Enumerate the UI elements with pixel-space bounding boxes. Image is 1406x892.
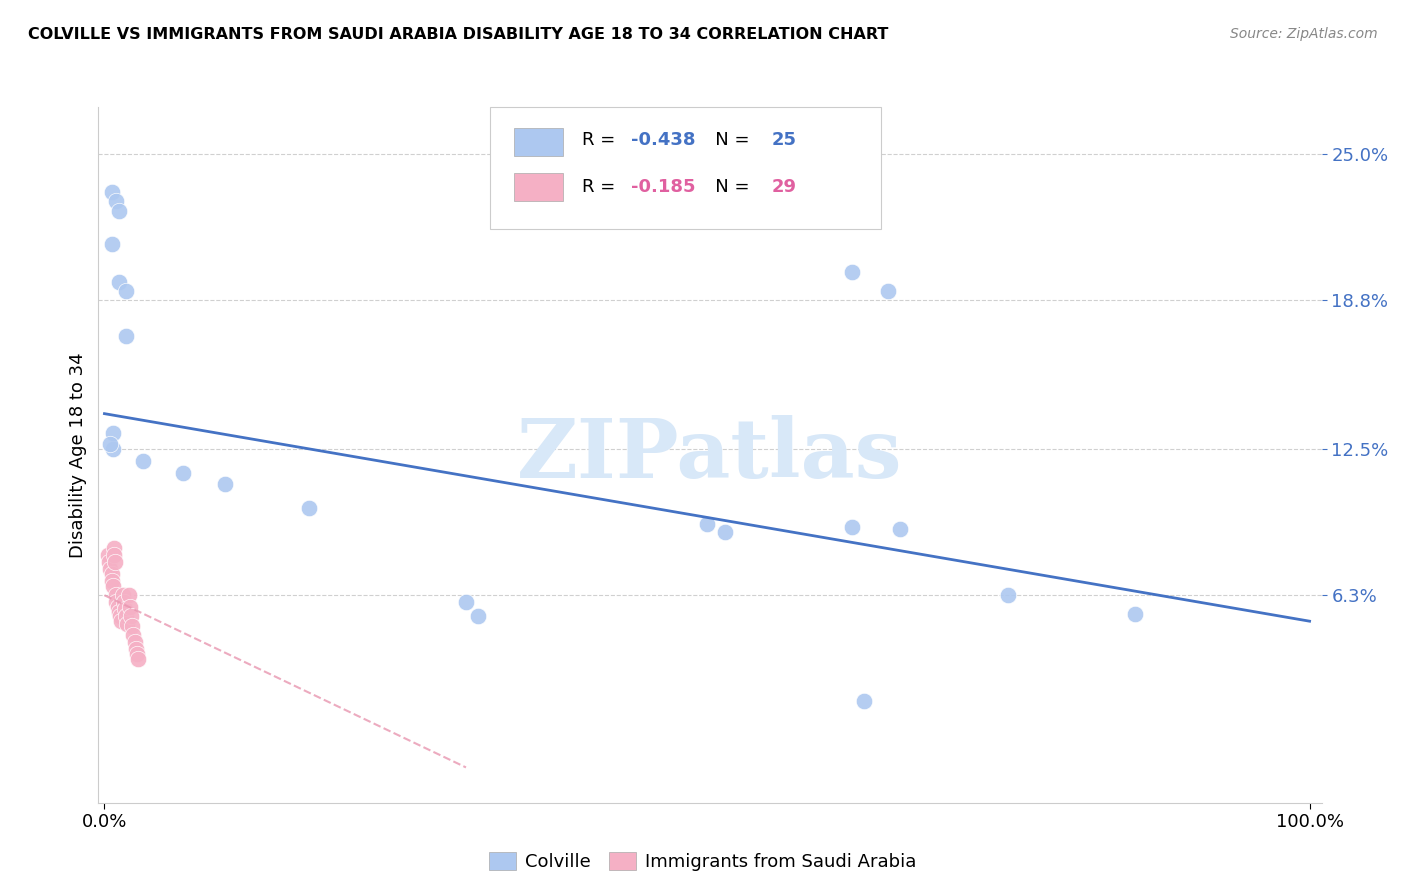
Point: [111, 588, 134, 602]
Point: [101, 442, 124, 456]
Text: R =: R =: [582, 178, 620, 196]
Point: [107, 600, 129, 615]
Point: [108, 203, 131, 218]
Point: [105, 595, 128, 609]
Point: [120, 609, 142, 624]
Point: [100, 437, 122, 451]
Point: [110, 614, 132, 628]
Text: -0.438: -0.438: [630, 131, 695, 150]
Y-axis label: Disability Age 18 to 34: Disability Age 18 to 34: [69, 352, 87, 558]
Point: [115, 284, 138, 298]
FancyBboxPatch shape: [515, 173, 564, 201]
Point: [101, 425, 124, 440]
Point: [108, 605, 131, 619]
Point: [101, 579, 124, 593]
Point: [124, 635, 146, 649]
Text: COLVILLE VS IMMIGRANTS FROM SAUDI ARABIA DISABILITY AGE 18 TO 34 CORRELATION CHA: COLVILLE VS IMMIGRANTS FROM SAUDI ARABIA…: [28, 27, 889, 42]
Point: [115, 609, 138, 624]
Point: [841, 265, 863, 279]
Point: [103, 548, 125, 562]
Point: [714, 524, 737, 539]
Point: [889, 522, 911, 536]
Point: [105, 194, 128, 209]
Point: [108, 609, 131, 624]
Point: [852, 694, 875, 708]
Point: [298, 500, 321, 515]
Point: [125, 642, 148, 657]
Point: [117, 616, 139, 631]
Point: [105, 588, 128, 602]
Point: [112, 595, 135, 609]
Point: [122, 628, 145, 642]
Point: [100, 185, 122, 199]
FancyBboxPatch shape: [489, 107, 882, 229]
Point: [103, 541, 125, 555]
Point: [997, 588, 1019, 602]
Point: [117, 588, 139, 602]
Legend: Colville, Immigrants from Saudi Arabia: Colville, Immigrants from Saudi Arabia: [482, 846, 924, 879]
FancyBboxPatch shape: [515, 128, 564, 156]
Point: [467, 609, 489, 624]
Point: [841, 520, 863, 534]
Text: R =: R =: [582, 131, 620, 150]
Text: -0.185: -0.185: [630, 178, 695, 196]
Point: [104, 555, 127, 569]
Text: N =: N =: [697, 178, 755, 196]
Point: [454, 595, 477, 609]
Point: [118, 600, 141, 615]
Point: [876, 284, 898, 298]
Point: [100, 574, 122, 588]
Point: [114, 602, 136, 616]
Point: [125, 647, 148, 661]
Point: [1123, 607, 1146, 621]
Text: ZIPatlas: ZIPatlas: [517, 415, 903, 495]
Point: [696, 517, 718, 532]
Text: Source: ZipAtlas.com: Source: ZipAtlas.com: [1230, 27, 1378, 41]
Point: [127, 652, 149, 666]
Point: [132, 454, 155, 468]
Point: [97, 548, 120, 562]
Point: [100, 236, 122, 251]
Point: [108, 275, 131, 289]
Text: 25: 25: [772, 131, 796, 150]
Point: [115, 328, 138, 343]
Text: N =: N =: [697, 131, 755, 150]
Point: [100, 562, 122, 576]
Point: [172, 466, 194, 480]
Text: 29: 29: [772, 178, 796, 196]
Point: [121, 619, 143, 633]
Point: [98, 555, 121, 569]
Point: [100, 567, 122, 582]
Point: [214, 477, 236, 491]
